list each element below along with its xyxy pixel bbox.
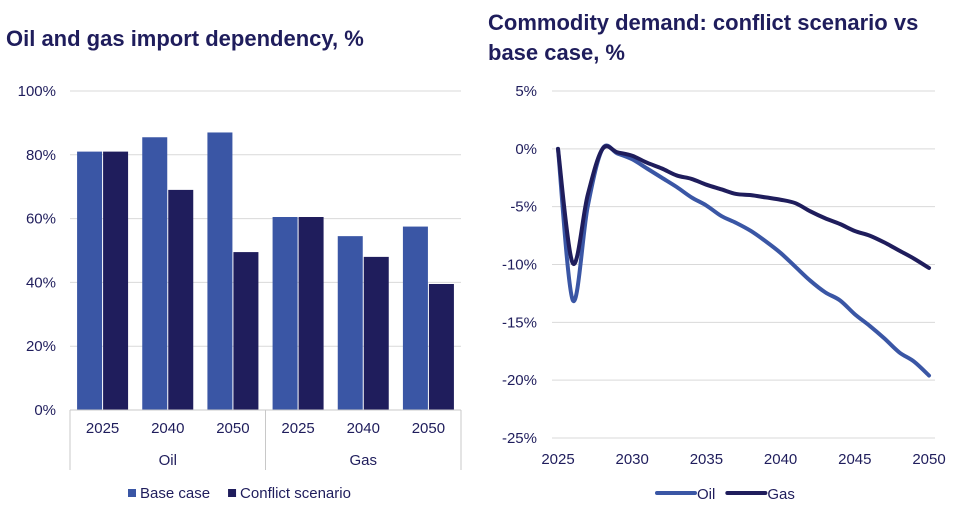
bar-base-case bbox=[77, 151, 103, 411]
right-chart-title: Commodity demand: conflict scenario vs b… bbox=[488, 10, 919, 65]
bar-base-case bbox=[337, 236, 363, 410]
group-label: Gas bbox=[349, 452, 377, 469]
bar-base-case bbox=[207, 132, 233, 410]
y-tick-label: -10% bbox=[502, 257, 537, 274]
x-tick-label: 2025 bbox=[86, 420, 119, 437]
x-tick-label: 2045 bbox=[838, 451, 871, 468]
x-tick-label: 2040 bbox=[347, 420, 380, 437]
y-tick-label: 5% bbox=[515, 83, 537, 100]
y-tick-label: 0% bbox=[34, 402, 56, 419]
x-tick-label: 2025 bbox=[281, 420, 314, 437]
bar-conflict-scenario bbox=[168, 189, 194, 410]
x-tick-label: 2050 bbox=[216, 420, 249, 437]
y-tick-label: 80% bbox=[26, 147, 56, 164]
group-label: Oil bbox=[159, 452, 177, 469]
x-tick-label: 2025 bbox=[541, 451, 574, 468]
bar-base-case bbox=[402, 226, 428, 410]
y-tick-label: -15% bbox=[502, 314, 537, 331]
bar-conflict-scenario bbox=[363, 256, 389, 410]
y-tick-label: -25% bbox=[502, 430, 537, 447]
y-tick-label: 0% bbox=[515, 141, 537, 158]
bar-conflict-scenario bbox=[428, 283, 454, 410]
x-tick-label: 2040 bbox=[764, 451, 797, 468]
legend-swatch bbox=[128, 489, 136, 497]
line-gas bbox=[556, 144, 931, 270]
x-tick-label: 2040 bbox=[151, 420, 184, 437]
legend-label: Gas bbox=[767, 486, 795, 503]
legend-label: Base case bbox=[140, 485, 210, 502]
x-tick-label: 2050 bbox=[412, 420, 445, 437]
y-tick-label: -20% bbox=[502, 372, 537, 389]
legend-label: Conflict scenario bbox=[240, 485, 351, 502]
line-oil bbox=[556, 143, 931, 378]
y-tick-label: 20% bbox=[26, 338, 56, 355]
x-tick-label: 2050 bbox=[912, 451, 945, 468]
bar-base-case bbox=[272, 217, 298, 410]
y-tick-label: 60% bbox=[26, 211, 56, 228]
x-tick-label: 2035 bbox=[690, 451, 723, 468]
y-tick-label: -5% bbox=[510, 199, 537, 216]
bar-conflict-scenario bbox=[233, 252, 259, 410]
bar-conflict-scenario bbox=[103, 151, 129, 411]
y-tick-label: 100% bbox=[18, 83, 56, 100]
x-tick-label: 2030 bbox=[616, 451, 649, 468]
y-tick-label: 40% bbox=[26, 274, 56, 291]
bar-conflict-scenario bbox=[298, 217, 324, 410]
bar-base-case bbox=[142, 137, 168, 410]
legend-label: Oil bbox=[697, 486, 715, 503]
left-chart-title: Oil and gas import dependency, % bbox=[6, 26, 364, 51]
legend-swatch bbox=[228, 489, 237, 497]
